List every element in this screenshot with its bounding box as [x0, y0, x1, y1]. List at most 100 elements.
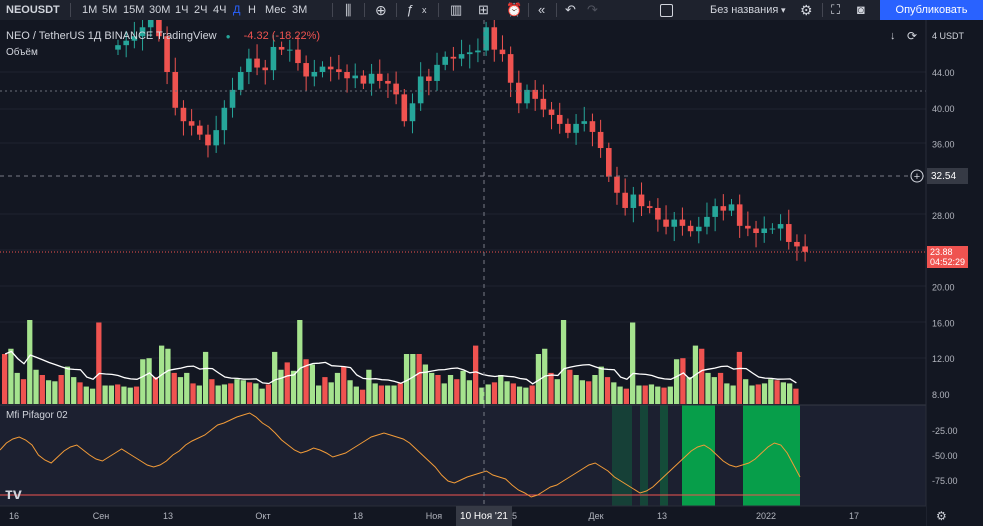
- top-toolbar: NEOUSDT 1M 5M 15M 30M 1Ч 2Ч 4Ч Д Н Мес 3М ⫼ ⊕ ƒ x …: [0, 0, 983, 21]
- price-tick-label: 40.00: [932, 104, 955, 114]
- volume-bar: [667, 386, 673, 404]
- candle-body: [336, 69, 342, 72]
- alert-icon[interactable]: ⊞: [478, 2, 489, 17]
- volume-bar: [460, 370, 466, 404]
- volume-bar: [774, 380, 780, 404]
- candle-body: [417, 76, 424, 104]
- redo-icon[interactable]: ↷: [587, 2, 598, 17]
- compare-icon[interactable]: ⊕: [375, 2, 387, 18]
- interval-Н[interactable]: Н: [248, 4, 256, 16]
- fullscreen-icon[interactable]: ⛶: [831, 2, 841, 17]
- symbol-search[interactable]: NEOUSDT: [6, 4, 60, 16]
- volume-bar: [2, 354, 8, 404]
- volume-bar: [341, 366, 347, 404]
- volume-bar: [730, 385, 736, 404]
- replay-icon[interactable]: «: [538, 2, 546, 17]
- candle-body: [401, 94, 408, 122]
- volume-bar: [77, 382, 83, 404]
- price-chart[interactable]: 44.0040.0036.0028.0024.0020.0016.0012.00…: [0, 20, 983, 526]
- volume-bar: [102, 385, 108, 404]
- layout-name[interactable]: Без названия: [710, 4, 779, 16]
- volume-bar: [297, 320, 303, 404]
- interval-30M[interactable]: 30M: [149, 4, 171, 16]
- camera-icon[interactable]: ◙: [857, 2, 865, 17]
- chevron-down-icon[interactable]: ▾: [781, 5, 786, 15]
- volume-bar: [391, 385, 397, 404]
- candle-body: [221, 107, 228, 131]
- candle-body: [147, 20, 154, 28]
- volume-bar: [353, 386, 359, 404]
- volume-bar: [52, 381, 58, 404]
- volume-bar: [177, 377, 184, 404]
- indicators-icon[interactable]: ƒ: [406, 2, 414, 17]
- mfi-signal-zone: [682, 405, 715, 506]
- mfi-zones: [612, 405, 800, 506]
- gear-icon[interactable]: ⚙: [800, 2, 813, 18]
- indicators-dropdown-icon[interactable]: x: [422, 5, 427, 15]
- volume-bar: [567, 369, 573, 404]
- volume-bar: [115, 384, 121, 404]
- volume-bar: [278, 369, 284, 404]
- volume-bar: [560, 320, 567, 404]
- time-tick-label: Дек: [588, 511, 603, 521]
- publish-button[interactable]: Опубликовать: [880, 0, 983, 20]
- bar-style-icon[interactable]: ⫼: [345, 2, 352, 18]
- alarm-icon[interactable]: ⏰: [506, 2, 523, 17]
- undo-icon[interactable]: ↶: [565, 2, 576, 17]
- candle-body: [516, 82, 522, 104]
- volume-bar: [793, 388, 799, 404]
- settings-gear-icon[interactable]: ⚙: [936, 509, 947, 523]
- collapse-arrow-icon[interactable]: ↓: [890, 30, 896, 42]
- volume-bar: [165, 348, 171, 404]
- price-tick-label: 16.00: [932, 318, 955, 328]
- volume-bar: [83, 386, 89, 404]
- volume-bar: [749, 385, 755, 404]
- candle-body: [123, 40, 129, 46]
- candle-body: [679, 219, 686, 226]
- volume-bar: [491, 382, 498, 404]
- volume-bar: [680, 358, 686, 404]
- interval-1M[interactable]: 1M: [82, 4, 98, 16]
- volume-bar: [617, 386, 623, 404]
- interval-15M[interactable]: 15M: [123, 4, 145, 16]
- candle-body: [507, 54, 514, 83]
- volume-bars: [2, 320, 799, 404]
- volume-bar: [96, 322, 102, 404]
- templates-icon[interactable]: ▥: [450, 2, 463, 17]
- toolbar-divider: [822, 3, 823, 17]
- volume-bar: [655, 386, 661, 404]
- candle-body: [687, 225, 694, 232]
- volume-bar: [397, 383, 403, 404]
- interval-5M[interactable]: 5M: [102, 4, 118, 16]
- interval-Мес[interactable]: Мес: [265, 4, 286, 16]
- mfi-line: [0, 412, 801, 498]
- toolbar-divider: [438, 3, 439, 17]
- volume-bar: [630, 322, 636, 404]
- volume-bar: [228, 383, 234, 404]
- candle-body: [180, 107, 187, 122]
- add-level-icon[interactable]: [910, 169, 924, 183]
- interval-Д[interactable]: Д: [233, 4, 241, 16]
- candle-body: [655, 207, 661, 220]
- mfi-signal-zone: [660, 405, 668, 506]
- volume-bar: [504, 381, 510, 404]
- toolbar-divider: [396, 3, 397, 17]
- layout-checkbox[interactable]: [660, 0, 673, 20]
- price-axis[interactable]: [926, 20, 983, 526]
- interval-2Ч[interactable]: 2Ч: [194, 4, 208, 16]
- interval-3М[interactable]: 3М: [292, 4, 308, 16]
- auto-scale-icon[interactable]: ⟳: [907, 29, 918, 43]
- volume-bar: [516, 386, 523, 404]
- candle-body: [524, 89, 530, 104]
- volume-bar: [39, 375, 45, 404]
- candle-body: [671, 219, 678, 227]
- volume-bar: [787, 383, 793, 404]
- interval-4Ч[interactable]: 4Ч: [213, 4, 227, 16]
- volume-bar: [171, 372, 177, 404]
- candle-body: [172, 72, 179, 108]
- price-tick-label: 44.00: [932, 68, 955, 78]
- candle-body: [139, 27, 146, 37]
- volume-bar: [535, 354, 542, 404]
- interval-1Ч[interactable]: 1Ч: [175, 4, 189, 16]
- volume-bar: [699, 348, 705, 404]
